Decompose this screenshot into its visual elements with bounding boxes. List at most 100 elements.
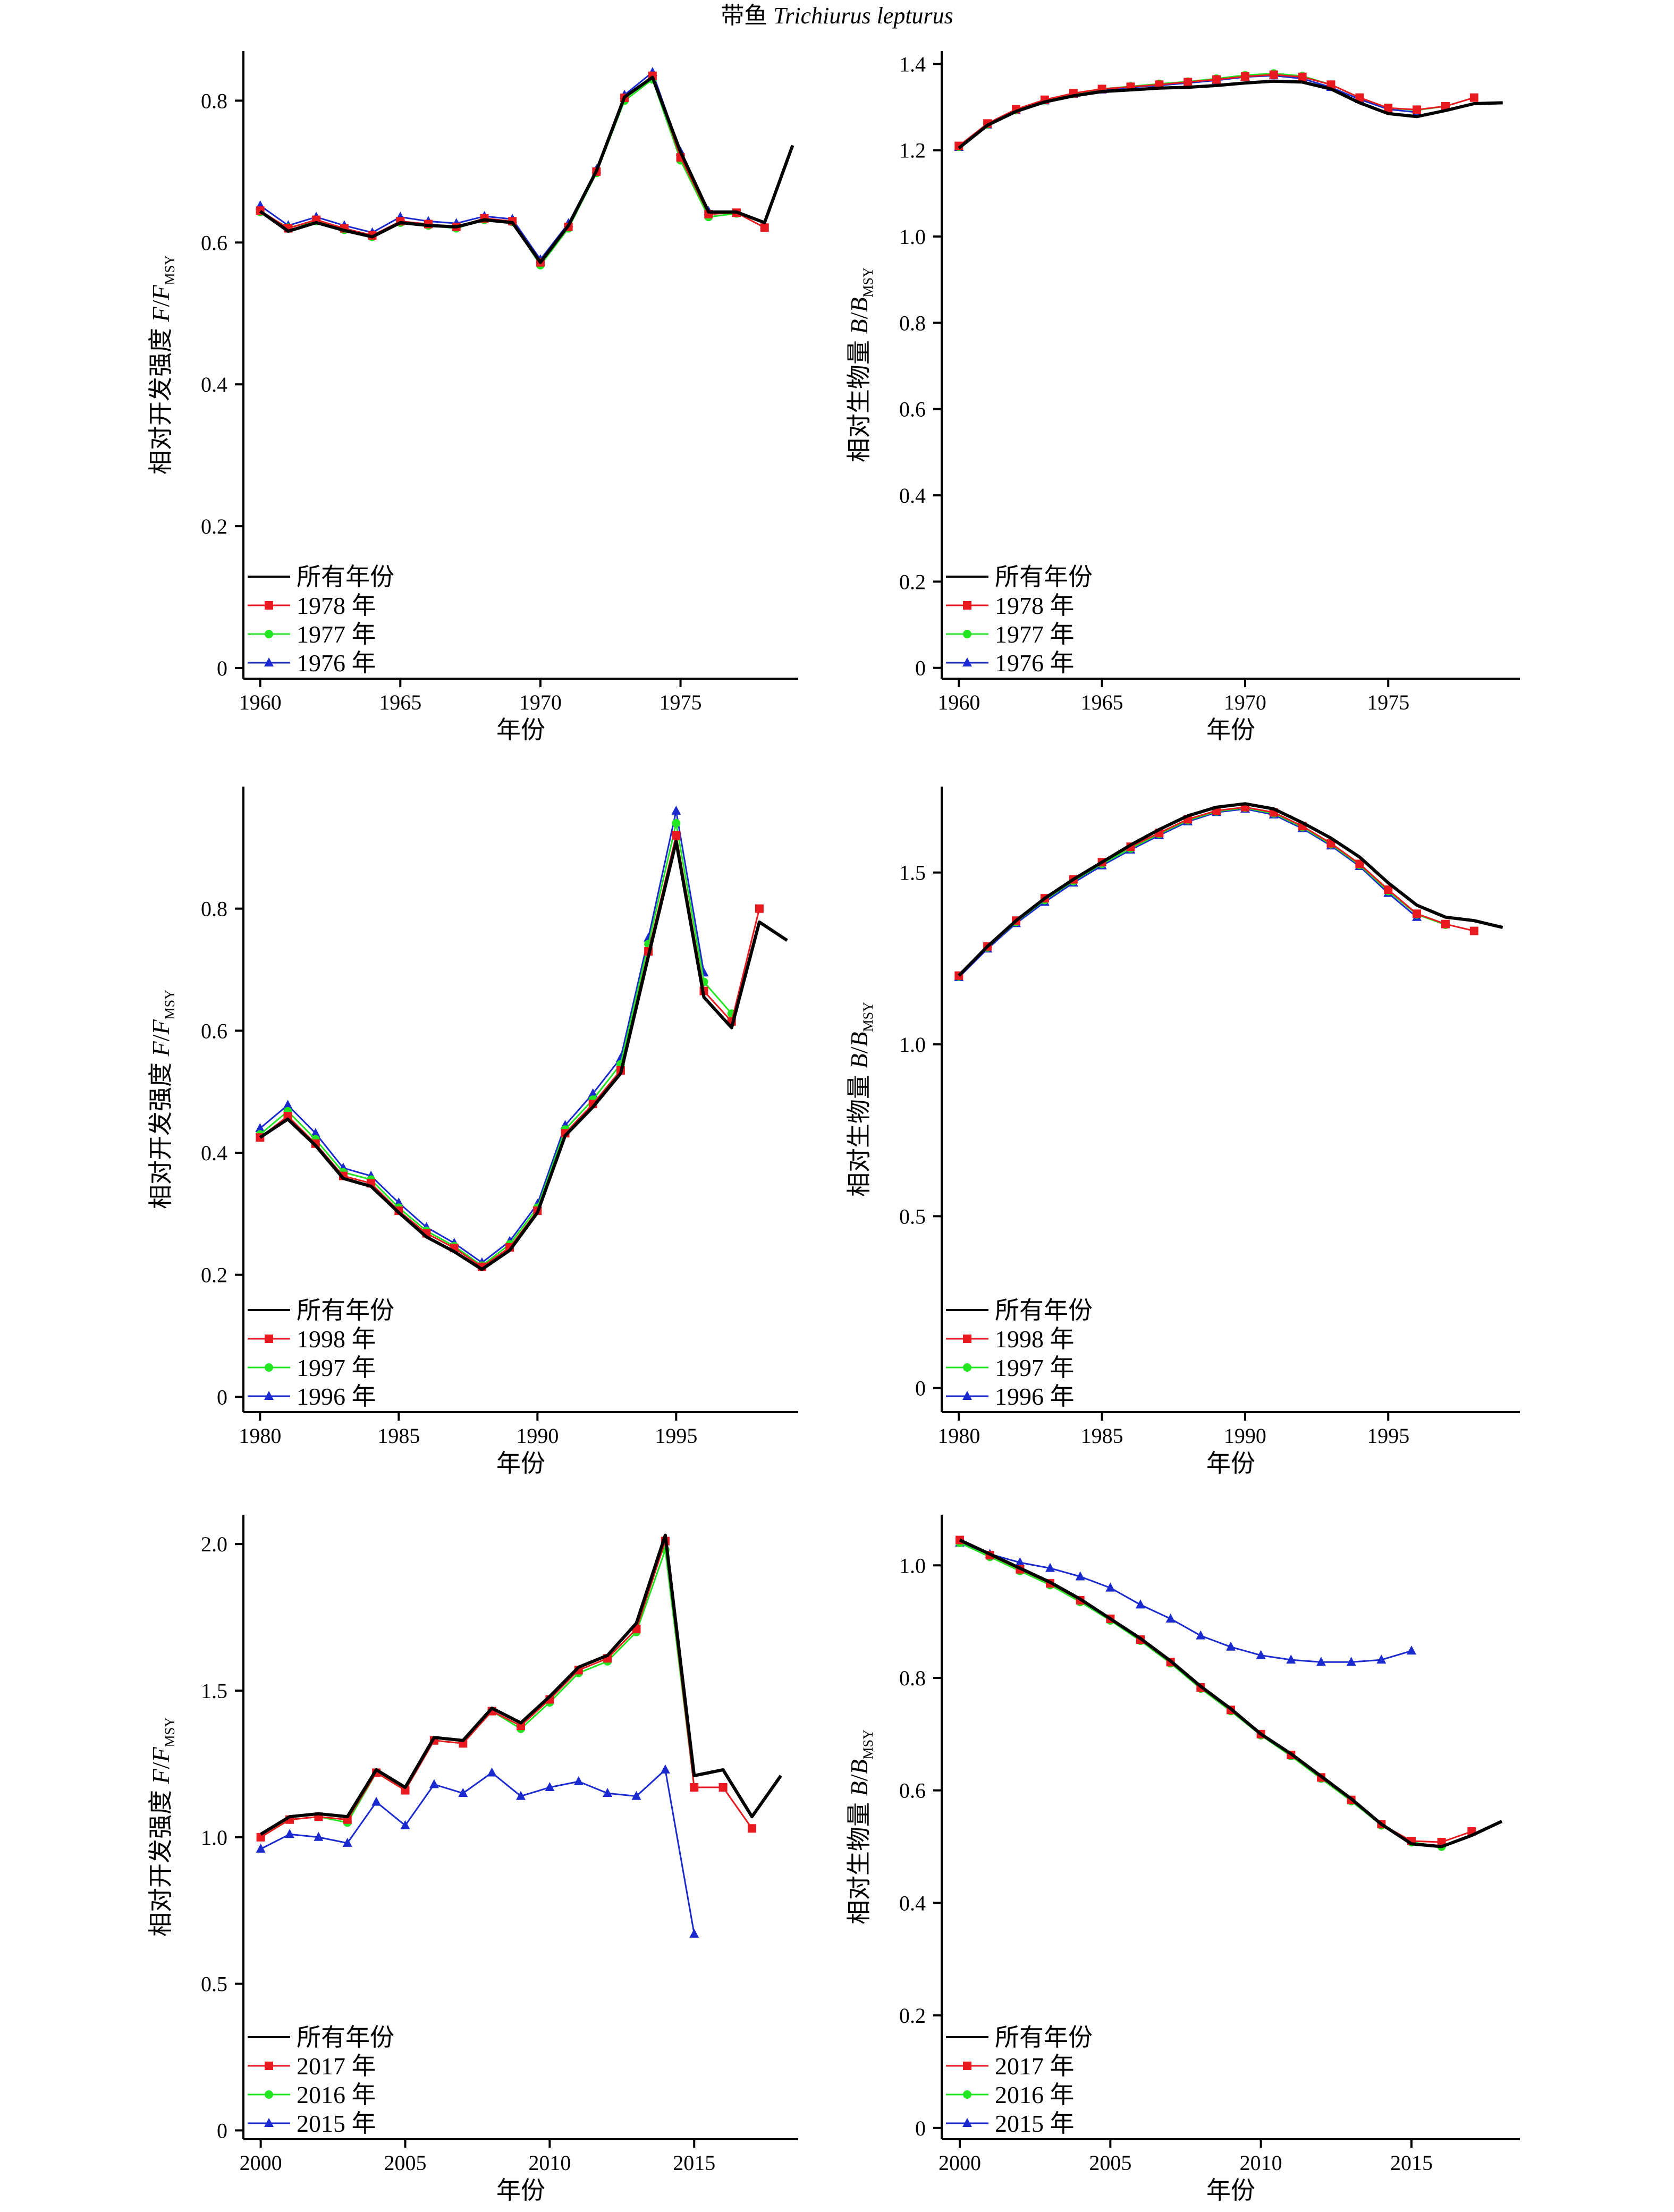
y-axis-label-var2: B [846, 1759, 873, 1774]
x-axis-label: 年份 [496, 1450, 545, 1477]
series-line [959, 1542, 1412, 1663]
y-tick-label: 0.8 [201, 897, 227, 921]
legend-swatch-marker [265, 2062, 273, 2070]
x-tick-label: 2000 [939, 2151, 981, 2175]
x-axis-label: 年份 [496, 2177, 545, 2204]
x-axis-label: 年份 [1206, 2177, 1255, 2204]
legend-swatch-marker [264, 657, 274, 666]
x-tick-label: 2010 [528, 2151, 571, 2175]
data-point [1015, 1557, 1025, 1566]
legend-label: 2016 年 [995, 2081, 1075, 2108]
x-axis-label: 年份 [496, 716, 545, 744]
x-tick-label: 1965 [1081, 690, 1123, 714]
x-tick-label: 2005 [384, 2151, 427, 2175]
series-4 [955, 1537, 1416, 1666]
data-point [1045, 1563, 1055, 1572]
y-tick-label: 1.5 [899, 861, 926, 885]
legend-swatch-marker [962, 2118, 972, 2127]
legend-swatch-marker [264, 2118, 274, 2127]
y-axis-label-text: 相对生物量 [846, 1068, 873, 1197]
data-point [256, 1843, 266, 1853]
series-2 [956, 1535, 1476, 1847]
series-line [259, 834, 760, 1268]
data-point [1240, 72, 1249, 81]
legend-swatch-marker [265, 2090, 273, 2099]
x-axis-label: 年份 [1206, 1450, 1255, 1477]
y-tick-label: 1.0 [201, 1826, 227, 1850]
legend-swatch-marker [962, 657, 972, 666]
y-tick-label: 0.4 [899, 484, 926, 508]
legend-label: 2015 年 [297, 2110, 376, 2137]
data-point [1469, 93, 1478, 102]
x-tick-label: 2005 [1089, 2151, 1131, 2175]
y-axis-label-subscript: MSY [860, 1729, 876, 1760]
legend-label: 所有年份 [995, 563, 1093, 590]
series-2 [256, 1536, 756, 1842]
y-tick-label: 0.2 [899, 570, 926, 594]
y-tick-label: 0.2 [201, 514, 227, 538]
series-line [259, 71, 709, 260]
legend-swatch-marker [265, 1363, 273, 1372]
data-point [1226, 1641, 1236, 1651]
y-tick-label: 0 [217, 656, 227, 680]
data-point [672, 831, 681, 840]
series-line [958, 802, 1503, 977]
y-axis-label-subscript: MSY [162, 255, 177, 285]
data-point [371, 1796, 382, 1806]
data-point [760, 223, 769, 232]
legend-swatch-marker [963, 630, 971, 638]
legend-label: 2016 年 [297, 2081, 376, 2108]
data-point [1196, 1630, 1206, 1640]
data-point [1413, 909, 1422, 918]
legend-swatch-marker [265, 630, 273, 638]
data-point [256, 1833, 265, 1842]
figure-title-cn: 带鱼 [721, 3, 768, 29]
data-point [342, 1837, 352, 1847]
y-tick-label: 0.8 [899, 1666, 926, 1690]
data-point [1346, 1657, 1356, 1666]
x-tick-label: 1995 [1367, 1424, 1409, 1448]
y-axis-label-slash: / [846, 1774, 873, 1781]
y-axis-label-var2: F [147, 285, 174, 301]
data-point [516, 1791, 526, 1800]
y-tick-label: 0.2 [899, 2004, 926, 2028]
series-line [958, 807, 1446, 977]
data-point [400, 1820, 410, 1829]
series-line [260, 1540, 753, 1838]
y-axis-label-slash: / [846, 312, 873, 319]
data-point [1212, 75, 1221, 84]
x-tick-label: 2015 [1390, 2151, 1433, 2175]
data-point [283, 1100, 293, 1109]
y-tick-label: 0 [217, 1385, 227, 1409]
data-point [1298, 72, 1307, 81]
legend-label: 1996 年 [297, 1383, 376, 1410]
data-point [672, 818, 681, 828]
figure-title: 带鱼 Trichiurus lepturus [0, 0, 1674, 32]
legend-label: 1997 年 [297, 1354, 376, 1381]
legend-label: 1977 年 [995, 621, 1075, 648]
x-tick-label: 1990 [516, 1424, 559, 1448]
data-point [755, 904, 764, 913]
y-axis-label: 相对生物量 B/BMSY [846, 267, 876, 462]
data-point [1469, 926, 1478, 935]
data-point [1441, 919, 1450, 928]
series-line [959, 1538, 1503, 1848]
series-1 [259, 840, 788, 1271]
x-tick-label: 1970 [1224, 690, 1266, 714]
series-line [259, 810, 705, 1264]
data-point [545, 1782, 555, 1792]
data-point [458, 1788, 468, 1797]
y-axis-label-text: 相对开发强度 [147, 1784, 174, 1937]
legend-label: 1998 年 [995, 1325, 1075, 1353]
y-tick-label: 0 [915, 1377, 926, 1400]
data-point [283, 1112, 292, 1121]
data-point [1376, 1654, 1386, 1664]
series-4 [255, 67, 714, 264]
data-point [671, 805, 681, 815]
data-point [631, 1791, 641, 1800]
series-1 [959, 1538, 1503, 1848]
series-line [959, 1539, 1472, 1843]
